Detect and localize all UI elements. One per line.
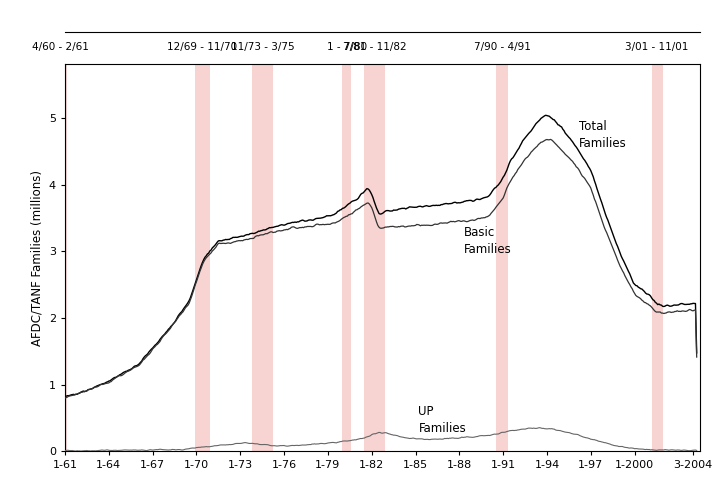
Bar [195, 64, 210, 451]
Bar [652, 64, 663, 451]
Bar [496, 64, 508, 451]
Text: 7/81 - 11/82: 7/81 - 11/82 [343, 42, 406, 52]
Bar [365, 64, 385, 451]
Bar [253, 64, 273, 451]
Text: 1 - 7/80: 1 - 7/80 [326, 42, 367, 52]
Bar [54, 64, 67, 451]
Text: UP
Families: UP Families [419, 405, 466, 435]
Text: 7/90 - 4/91: 7/90 - 4/91 [474, 42, 531, 52]
Text: 4/60 - 2/61: 4/60 - 2/61 [32, 42, 90, 52]
Bar [342, 64, 351, 451]
Text: Total
Families: Total Families [579, 120, 627, 149]
Text: Basic
Families: Basic Families [464, 226, 511, 256]
Text: 11/73 - 3/75: 11/73 - 3/75 [231, 42, 295, 52]
Text: 3/01 - 11/01: 3/01 - 11/01 [625, 42, 689, 52]
Text: 12/69 - 11/70: 12/69 - 11/70 [168, 42, 238, 52]
Y-axis label: AFDC/TANF Families (millions): AFDC/TANF Families (millions) [30, 170, 43, 346]
